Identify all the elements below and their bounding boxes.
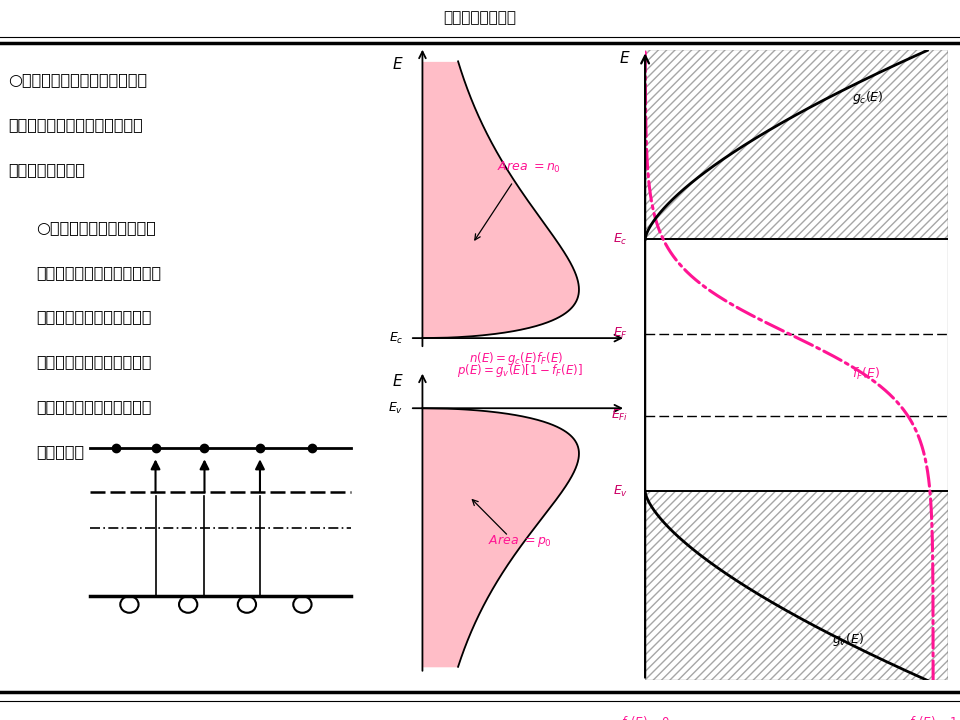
Text: （导带）移动，导带电子浓度增: （导带）移动，导带电子浓度增 xyxy=(8,117,143,132)
Text: 迁到导带增加导带电子浓度；: 迁到导带增加导带电子浓度； xyxy=(36,265,161,279)
Text: $E$: $E$ xyxy=(392,55,403,71)
Text: $p(E) = g_v(E)[1 - f_F(E)]$: $p(E) = g_v(E)[1 - f_F(E)]$ xyxy=(457,362,583,379)
Text: 致重新分布: 致重新分布 xyxy=(36,444,84,459)
Text: $E_{Fi}$: $E_{Fi}$ xyxy=(611,408,628,423)
Text: 加，空穴浓度减少: 加，空穴浓度减少 xyxy=(8,162,85,177)
Bar xyxy=(645,491,948,680)
Text: 施主电子跃迁到价带与空穴: 施主电子跃迁到价带与空穴 xyxy=(36,310,152,325)
Text: $f_F(E) = 1$: $f_F(E) = 1$ xyxy=(909,715,957,720)
Text: $E_c$: $E_c$ xyxy=(613,232,628,247)
Text: $E$: $E$ xyxy=(619,50,631,66)
Text: 半导体物理与器件: 半导体物理与器件 xyxy=(444,10,516,25)
Text: $g_v(E)$: $g_v(E)$ xyxy=(832,631,864,647)
Text: Area $= n_0$: Area $= n_0$ xyxy=(497,160,561,175)
Text: $f_F(E) = 0$: $f_F(E) = 0$ xyxy=(621,715,669,720)
Text: $E_v$: $E_v$ xyxy=(389,400,403,415)
Text: $E_c$: $E_c$ xyxy=(389,330,403,346)
Text: $n(E) = g_c(E)f_F(E)$: $n(E) = g_c(E)f_F(E)$ xyxy=(469,350,564,367)
Text: ○掺入施主杂质，费米能级向上: ○掺入施主杂质，费米能级向上 xyxy=(8,73,147,87)
Text: Area $= p_0$: Area $= p_0$ xyxy=(488,534,551,549)
Text: $E$: $E$ xyxy=(392,373,403,389)
Text: $E_F$: $E_F$ xyxy=(612,326,628,341)
Text: $g_c(E)$: $g_c(E)$ xyxy=(852,89,884,106)
Text: ○过程：施主电子热激发跃: ○过程：施主电子热激发跃 xyxy=(36,220,156,235)
Text: 复合，减少空穴浓度；施主: 复合，减少空穴浓度；施主 xyxy=(36,354,152,369)
Bar xyxy=(645,50,948,239)
Text: $f_F(E)$: $f_F(E)$ xyxy=(852,366,881,382)
Text: 原子改变费米能级位置，导: 原子改变费米能级位置，导 xyxy=(36,399,152,414)
Text: $E_v$: $E_v$ xyxy=(612,484,628,499)
